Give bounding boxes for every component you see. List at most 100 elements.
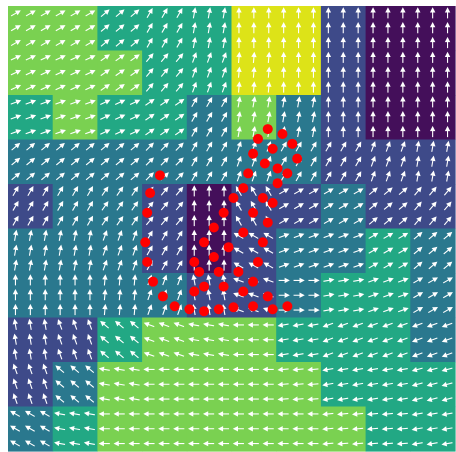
arrow xyxy=(206,244,212,256)
arrow xyxy=(131,201,139,211)
arrow xyxy=(42,244,49,256)
arrow xyxy=(160,67,169,77)
arrow xyxy=(27,363,33,375)
arrow xyxy=(10,69,22,76)
arrow xyxy=(383,277,394,283)
arrow xyxy=(322,426,334,432)
arrow xyxy=(27,244,34,256)
arrow xyxy=(117,259,123,271)
arrow xyxy=(355,156,362,167)
arrow xyxy=(323,217,334,225)
arrow xyxy=(251,170,257,182)
arrow xyxy=(39,440,50,447)
arrow xyxy=(11,157,21,166)
arrow xyxy=(292,411,304,417)
arrow xyxy=(293,307,305,313)
arrow xyxy=(444,96,451,108)
arrow xyxy=(188,440,200,447)
arrow xyxy=(102,244,108,256)
arrow xyxy=(68,411,81,417)
arrow xyxy=(400,170,406,182)
arrow xyxy=(40,39,51,47)
arrow xyxy=(191,126,198,137)
arrow xyxy=(385,51,391,63)
arrow xyxy=(415,66,421,78)
arrow xyxy=(86,186,94,197)
scatter-point xyxy=(199,306,210,317)
arrow xyxy=(307,352,319,358)
arrow xyxy=(368,217,378,225)
scatter-point xyxy=(154,170,165,181)
arrow xyxy=(221,22,227,34)
arrow xyxy=(310,22,317,34)
arrow xyxy=(370,22,376,34)
arrow xyxy=(72,215,79,226)
arrow xyxy=(114,335,124,344)
arrow xyxy=(192,66,198,78)
arrow xyxy=(411,411,423,417)
arrow xyxy=(188,366,200,373)
arrow xyxy=(202,411,215,417)
arrow xyxy=(160,216,169,226)
arrow xyxy=(325,125,332,138)
arrow xyxy=(161,37,168,48)
arrow xyxy=(26,142,36,151)
arrow xyxy=(176,22,183,33)
arrow xyxy=(145,128,155,136)
arrow xyxy=(428,292,439,299)
arrow xyxy=(337,337,349,343)
arrow xyxy=(441,411,453,417)
arrow xyxy=(217,351,230,358)
arrow xyxy=(12,244,19,256)
arrow xyxy=(338,203,349,210)
arrow xyxy=(100,129,111,135)
arrow xyxy=(308,247,320,253)
arrow xyxy=(173,426,185,432)
arrow xyxy=(383,187,393,196)
arrow xyxy=(27,186,34,197)
arrow xyxy=(12,229,19,241)
arrow xyxy=(161,8,168,19)
arrow xyxy=(117,230,123,241)
arrow xyxy=(85,25,96,32)
arrow xyxy=(42,215,49,226)
arrow xyxy=(160,82,169,92)
arrow xyxy=(293,247,305,253)
arrow xyxy=(100,350,110,359)
arrow xyxy=(206,303,212,316)
arrow xyxy=(442,306,453,314)
arrow xyxy=(41,157,51,166)
arrow xyxy=(116,186,124,196)
arrow xyxy=(145,113,155,121)
arrow xyxy=(381,366,393,373)
arrow xyxy=(293,277,305,284)
arrow xyxy=(146,8,153,19)
arrow xyxy=(174,128,185,136)
arrow xyxy=(429,22,436,34)
arrow xyxy=(308,217,319,225)
arrow xyxy=(415,36,421,49)
scatter-point xyxy=(184,304,195,315)
arrow xyxy=(323,188,334,195)
arrow xyxy=(130,172,140,181)
arrow xyxy=(221,126,228,137)
arrow xyxy=(221,111,228,122)
arrow xyxy=(248,232,259,239)
arrow xyxy=(72,186,79,197)
arrow xyxy=(25,10,36,17)
arrow xyxy=(86,200,94,211)
arrow xyxy=(206,171,213,182)
arrow xyxy=(444,7,451,19)
arrow xyxy=(130,84,140,91)
arrow xyxy=(323,292,335,298)
arrow xyxy=(310,36,317,49)
arrow xyxy=(128,366,140,372)
arrow xyxy=(143,396,155,402)
arrow xyxy=(281,96,287,108)
arrow xyxy=(262,366,274,373)
arrow xyxy=(307,381,319,388)
arrow xyxy=(351,411,364,417)
arrow xyxy=(42,318,48,330)
arrow xyxy=(158,396,170,402)
arrow xyxy=(85,129,96,135)
